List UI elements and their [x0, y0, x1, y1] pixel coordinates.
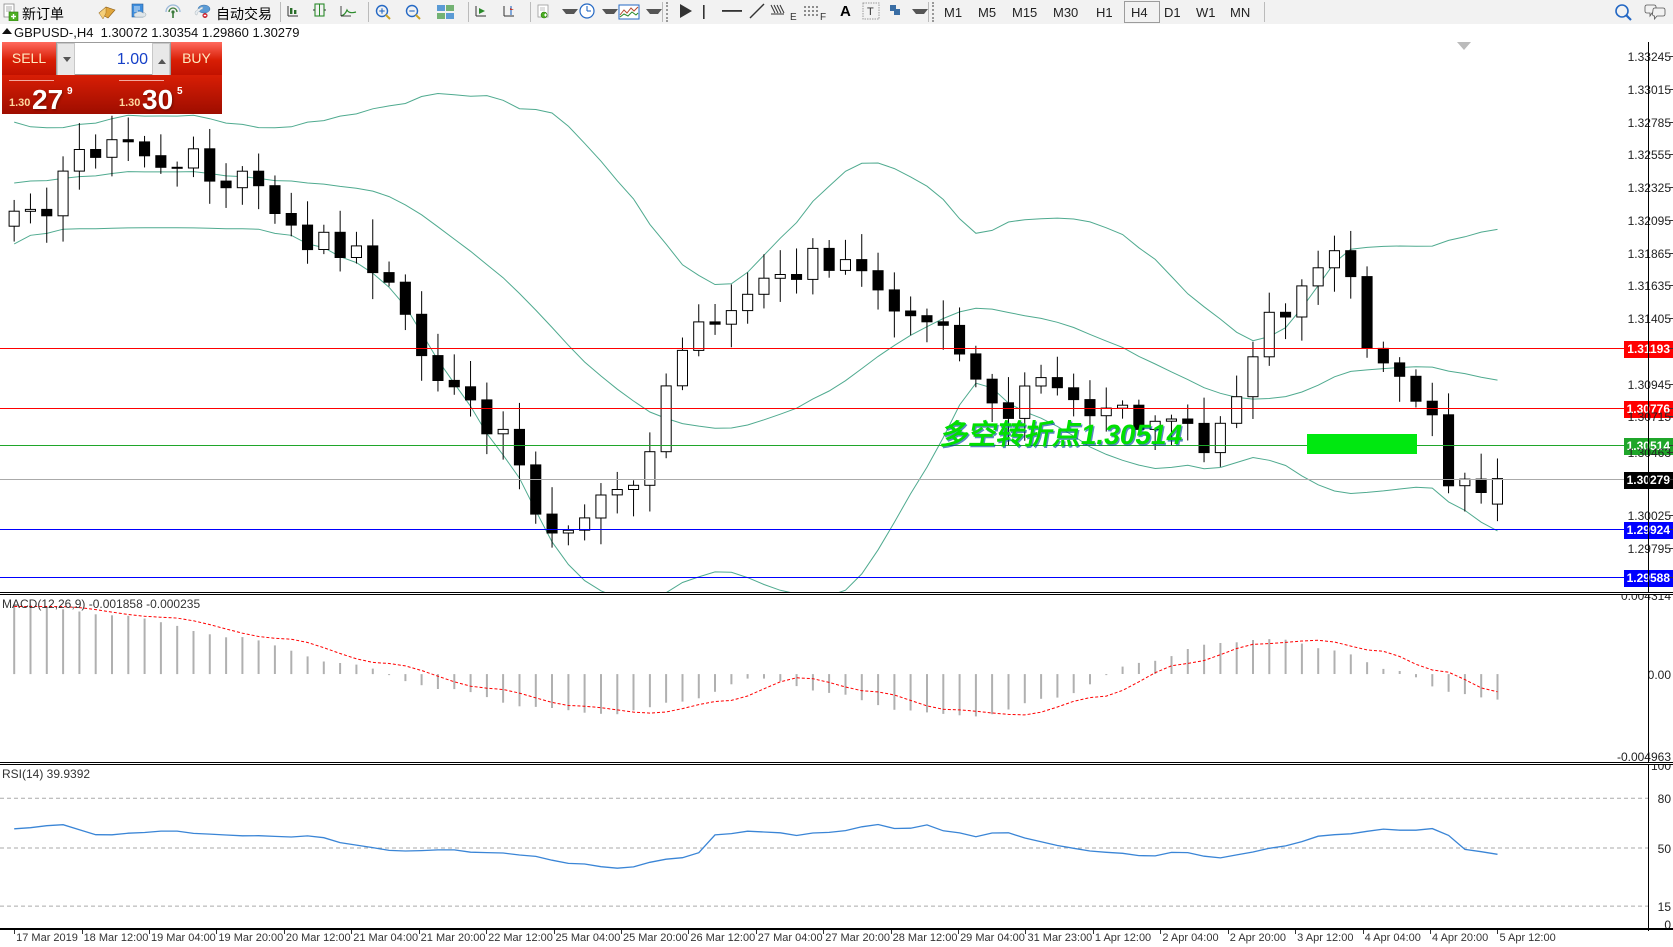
- svg-text:T: T: [867, 6, 874, 18]
